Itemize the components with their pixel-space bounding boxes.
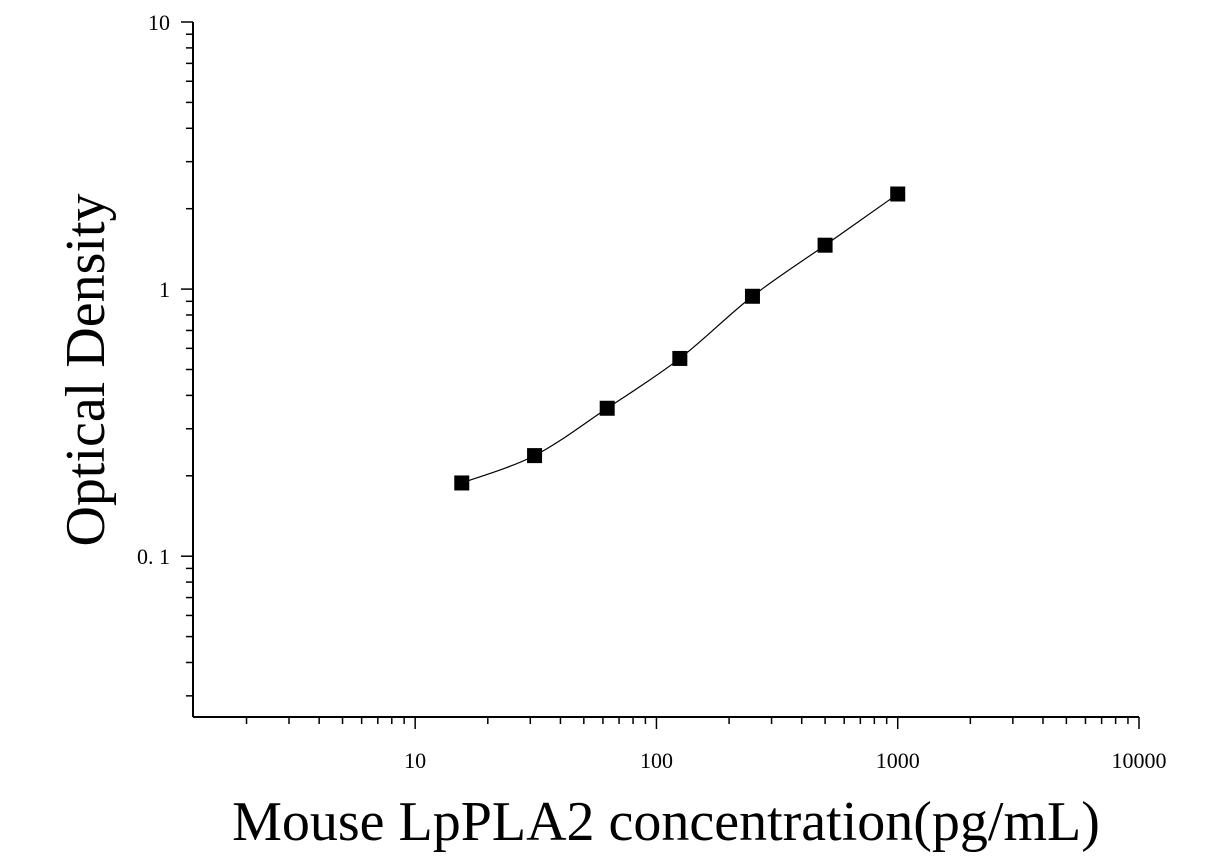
y-axis-tick-labels: 0. 1 1 10: [137, 10, 170, 569]
y-tick-label: 10: [148, 10, 170, 35]
data-markers: [454, 186, 906, 491]
y-tick-label: 1: [159, 277, 170, 302]
x-tick-label: 1000: [876, 748, 920, 773]
data-point: [817, 237, 833, 253]
data-point: [890, 186, 906, 202]
data-point: [454, 475, 470, 491]
y-axis-ticks: [181, 21, 193, 697]
x-tick-label: 10000: [1112, 748, 1167, 773]
data-point: [599, 400, 615, 416]
axes: [192, 22, 1139, 718]
y-tick-label: 0. 1: [137, 544, 170, 569]
x-tick-label: 10: [404, 748, 426, 773]
x-axis-title: Mouse LpPLA2 concentration(pg/mL): [232, 791, 1100, 853]
x-axis-ticks: [245, 717, 1140, 729]
data-point: [527, 448, 543, 464]
data-point: [672, 350, 688, 366]
x-tick-label: 100: [640, 748, 673, 773]
x-axis-tick-labels: 10 100 1000 10000: [404, 748, 1166, 773]
y-axis-title: Optical Density: [55, 193, 117, 546]
fit-curve: [461, 193, 899, 484]
data-point: [744, 288, 760, 304]
